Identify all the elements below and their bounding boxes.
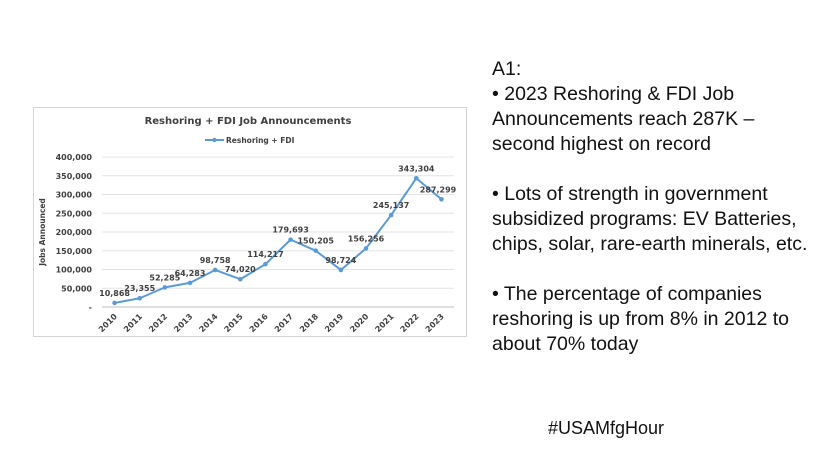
x-axis-ticks: 2010 2011 2012 2013 2014 2015 2016 2017 2018 2019…	[97, 312, 446, 334]
data-point	[388, 212, 394, 218]
y-tick-label: 300,000	[56, 191, 93, 200]
data-label: 179,693	[272, 226, 308, 235]
data-label: 74,020	[225, 265, 256, 274]
chart-panel: Reshoring + FDI Job Announcements Reshor…	[33, 107, 467, 337]
y-axis-ticks: - 50,000 100,000 150,000 200,000 250,000 300,0…	[56, 153, 93, 312]
data-point	[187, 280, 193, 286]
data-label: 156,256	[348, 234, 385, 243]
data-label: 98,758	[200, 256, 231, 265]
y-axis-label: Jobs Announced	[38, 198, 47, 267]
data-point	[288, 237, 293, 242]
y-tick-label: 100,000	[56, 266, 93, 275]
data-point	[313, 248, 319, 253]
data-point	[112, 300, 117, 306]
data-point	[263, 261, 268, 267]
y-tick-label: 250,000	[56, 209, 93, 218]
data-point	[212, 267, 218, 273]
bullet-subsidized-programs: • Lots of strength in government subsidi…	[492, 183, 808, 255]
data-point	[363, 246, 369, 251]
y-tick-label: 200,000	[56, 228, 93, 237]
y-tick-label: 400,000	[56, 153, 93, 162]
data-label: 245,137	[373, 201, 409, 210]
x-tick-label: 2011	[122, 312, 144, 334]
data-label: 287,299	[420, 185, 457, 194]
y-tick-label: -	[89, 303, 92, 312]
data-point	[137, 295, 143, 301]
data-point	[413, 175, 419, 181]
data-label: 150,205	[297, 237, 334, 246]
x-tick-label: 2016	[248, 312, 270, 334]
bullet-reshoring-percentage: • The percentage of companies reshoring …	[492, 283, 789, 355]
data-point	[439, 196, 444, 202]
hashtag: #USAMfgHour	[548, 418, 665, 438]
x-tick-label: 2017	[273, 312, 295, 334]
x-tick-label: 2013	[172, 312, 194, 334]
x-tick-label: 2022	[399, 312, 421, 334]
data-label: 23,355	[124, 284, 155, 293]
data-point	[162, 285, 168, 290]
data-point	[338, 267, 344, 273]
x-tick-label: 2021	[373, 312, 395, 334]
data-label: 343,304	[398, 164, 435, 173]
x-tick-label: 2010	[97, 312, 119, 334]
y-tick-label: 150,000	[56, 247, 93, 256]
legend-label: Reshoring + FDI	[226, 136, 295, 145]
x-tick-label: 2014	[197, 312, 219, 334]
data-point	[237, 276, 243, 282]
y-tick-label: 350,000	[56, 172, 93, 181]
x-tick-label: 2015	[223, 312, 245, 334]
line-chart: Reshoring + FDI Job Announcements Reshor…	[38, 116, 457, 334]
notes-panel: A1: • 2023 Reshoring & FDI Job Announcem…	[492, 57, 812, 382]
series-line	[114, 177, 443, 304]
x-tick-label: 2018	[298, 312, 320, 334]
x-tick-label: 2019	[323, 312, 345, 334]
y-tick-label: 50,000	[61, 284, 92, 293]
x-tick-label: 2023	[424, 312, 446, 334]
data-label: 114,217	[247, 250, 283, 259]
data-label: 98,724	[325, 256, 356, 265]
x-tick-label: 2020	[348, 312, 370, 334]
chart-title: Reshoring + FDI Job Announcements	[145, 116, 352, 127]
notes-heading: A1:	[492, 58, 522, 80]
data-label: 10,868	[99, 289, 130, 298]
series-line-group	[112, 175, 444, 306]
data-label: 52,285	[149, 273, 180, 282]
bullet-record-jobs: • 2023 Reshoring & FDI Job Announcements…	[492, 83, 755, 155]
x-tick-label: 2012	[147, 312, 169, 334]
data-label: 64,283	[175, 269, 206, 278]
legend-dot-marker	[212, 137, 217, 143]
